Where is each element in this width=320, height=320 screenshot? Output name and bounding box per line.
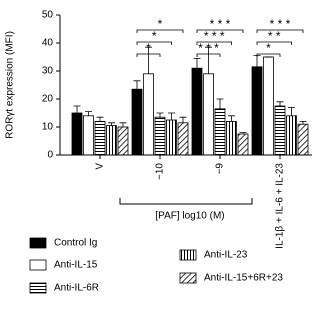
significance-label: * * * bbox=[198, 41, 219, 55]
bar bbox=[274, 105, 286, 156]
significance-bracket bbox=[136, 29, 184, 33]
x-tick-label: V bbox=[95, 163, 106, 170]
bar bbox=[214, 108, 226, 156]
error-bar bbox=[276, 101, 284, 106]
significance-label: * bbox=[266, 41, 271, 55]
legend-label: Anti-IL-6R bbox=[54, 283, 99, 294]
error-bar bbox=[133, 80, 141, 90]
error-bar bbox=[96, 116, 104, 122]
legend-label: Anti-IL-15 bbox=[54, 260, 98, 271]
x-bracket bbox=[119, 198, 253, 205]
error-bar bbox=[108, 122, 115, 126]
x-axis-label: [PAF] log10 (M) bbox=[155, 211, 224, 222]
bar bbox=[143, 73, 154, 156]
y-tick-label: 30 bbox=[42, 66, 54, 77]
bar bbox=[286, 115, 297, 156]
legend-swatch bbox=[179, 272, 197, 284]
y-tick-label: 10 bbox=[42, 122, 54, 133]
significance-bracket bbox=[196, 41, 232, 45]
error-bar bbox=[205, 46, 212, 74]
y-tick-label: 0 bbox=[47, 150, 53, 161]
legend-swatch bbox=[29, 259, 47, 271]
legend-swatch bbox=[29, 237, 47, 249]
significance-label: * * * bbox=[204, 29, 225, 43]
significance-label: * * * bbox=[210, 17, 231, 31]
significance-bracket bbox=[136, 41, 172, 45]
legend-swatch bbox=[179, 249, 197, 261]
bar bbox=[131, 88, 143, 156]
significance-label: * bbox=[146, 41, 151, 55]
error-bar bbox=[156, 112, 164, 118]
bar bbox=[166, 119, 177, 156]
error-bar bbox=[228, 115, 235, 122]
bar bbox=[94, 121, 106, 156]
y-tick-label: 40 bbox=[42, 38, 54, 49]
error-bar bbox=[239, 132, 247, 134]
bar bbox=[191, 67, 203, 156]
bar bbox=[263, 56, 274, 156]
legend-label: Anti-IL-15+6R+23 bbox=[204, 273, 283, 284]
y-tick-label: 50 bbox=[42, 10, 54, 21]
error-bar bbox=[288, 107, 295, 116]
significance-bracket bbox=[196, 29, 244, 33]
error-bar bbox=[119, 122, 127, 127]
significance-label: * * bbox=[268, 29, 281, 43]
error-bar bbox=[145, 46, 152, 74]
error-bar bbox=[73, 105, 81, 113]
legend-label: Anti-IL-23 bbox=[204, 250, 248, 261]
bar bbox=[154, 116, 166, 156]
significance-bracket bbox=[256, 29, 304, 33]
significance-label: * bbox=[152, 29, 157, 43]
bar bbox=[226, 121, 237, 156]
legend-label: Control Ig bbox=[54, 238, 97, 249]
bar bbox=[83, 115, 94, 156]
error-bar bbox=[179, 116, 187, 123]
bar bbox=[203, 73, 214, 156]
significance-bracket bbox=[196, 53, 221, 57]
significance-label: * * * bbox=[270, 17, 291, 31]
bar bbox=[251, 66, 263, 156]
error-bar bbox=[85, 111, 92, 116]
bar bbox=[237, 133, 249, 156]
x-tick-label: −10 bbox=[155, 163, 166, 180]
error-bar bbox=[216, 98, 224, 109]
bar bbox=[71, 112, 83, 156]
significance-bracket bbox=[256, 41, 292, 45]
bar bbox=[117, 126, 129, 156]
error-bar bbox=[299, 121, 307, 125]
significance-label: * bbox=[158, 17, 163, 31]
legend-swatch bbox=[29, 282, 47, 294]
bar bbox=[297, 123, 309, 156]
bar bbox=[177, 122, 189, 156]
significance-bracket bbox=[136, 53, 161, 57]
x-tick-label: −9 bbox=[215, 163, 226, 175]
significance-bracket bbox=[256, 53, 281, 57]
error-bar bbox=[168, 112, 175, 120]
error-bar bbox=[193, 58, 201, 69]
y-axis-label: RORγt expression (MFI) bbox=[5, 31, 16, 139]
y-tick-label: 20 bbox=[42, 94, 54, 105]
x-tick-label: IL-1β + IL-6 + IL-23 bbox=[275, 163, 286, 249]
error-bar bbox=[253, 55, 261, 67]
bar bbox=[106, 125, 117, 156]
